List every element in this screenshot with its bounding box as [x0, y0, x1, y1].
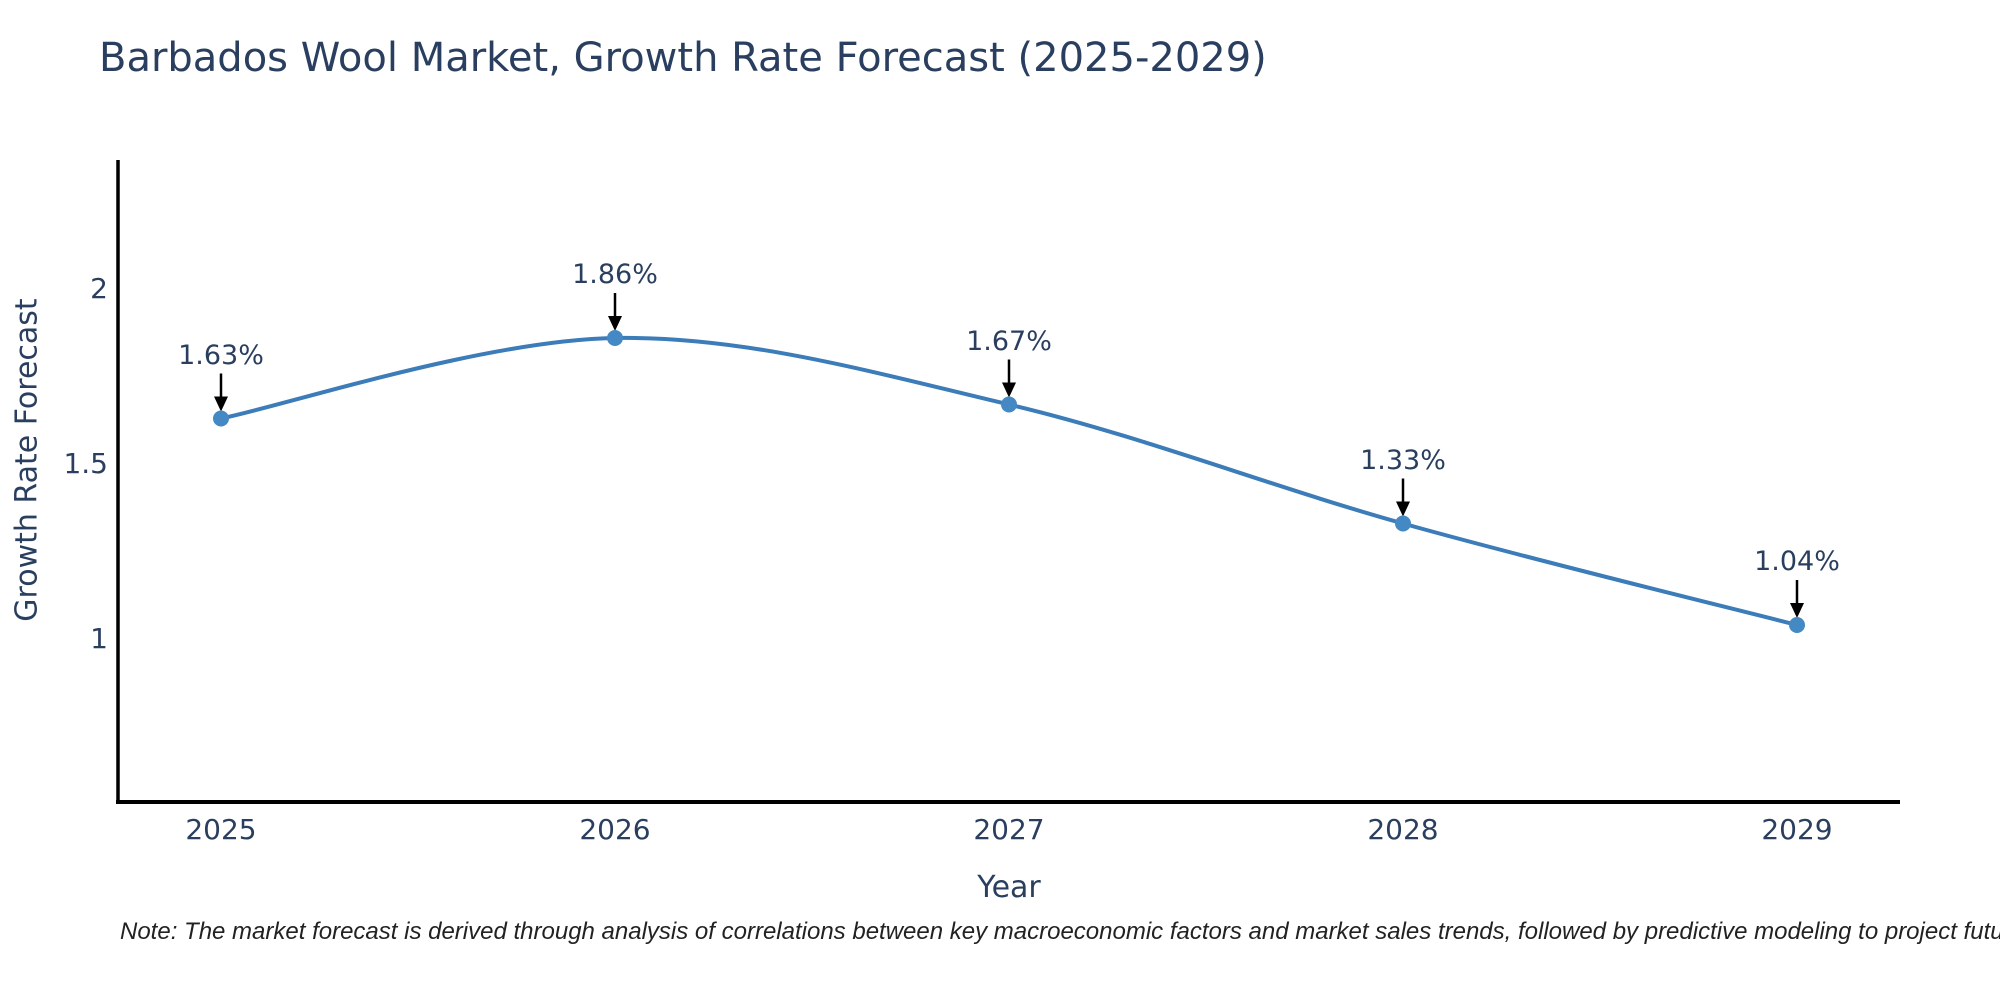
point-value-label: 1.86% — [572, 259, 658, 290]
x-tick-label: 2028 — [1367, 813, 1439, 846]
annotation-arrowhead-icon — [608, 316, 622, 331]
annotation-arrowhead-icon — [1790, 603, 1804, 618]
data-point[interactable] — [607, 330, 623, 346]
x-tick-label: 2025 — [185, 813, 257, 846]
data-point[interactable] — [1395, 515, 1411, 532]
point-value-label: 1.04% — [1754, 546, 1840, 577]
x-tick-label: 2027 — [973, 813, 1045, 846]
point-value-label: 1.63% — [178, 339, 264, 371]
data-point[interactable] — [1789, 617, 1805, 633]
annotation-arrowhead-icon — [1396, 501, 1410, 517]
x-tick-label: 2026 — [579, 813, 651, 846]
data-point[interactable] — [213, 410, 229, 427]
chart-title: Barbados Wool Market, Growth Rate Foreca… — [99, 35, 1267, 81]
annotation-arrowhead-icon — [214, 396, 228, 412]
y-tick-label: 1.5 — [63, 447, 108, 480]
y-tick-label: 2 — [90, 272, 108, 305]
x-axis-title: Year — [977, 870, 1041, 905]
footnote: Note: The market forecast is derived thr… — [120, 918, 2000, 945]
point-value-label: 1.67% — [966, 325, 1052, 357]
point-value-label: 1.33% — [1360, 444, 1446, 476]
y-tick-label: 1 — [90, 622, 108, 655]
x-tick-label: 2029 — [1761, 813, 1833, 846]
data-point[interactable] — [1001, 396, 1017, 413]
annotation-arrowhead-icon — [1002, 382, 1016, 398]
